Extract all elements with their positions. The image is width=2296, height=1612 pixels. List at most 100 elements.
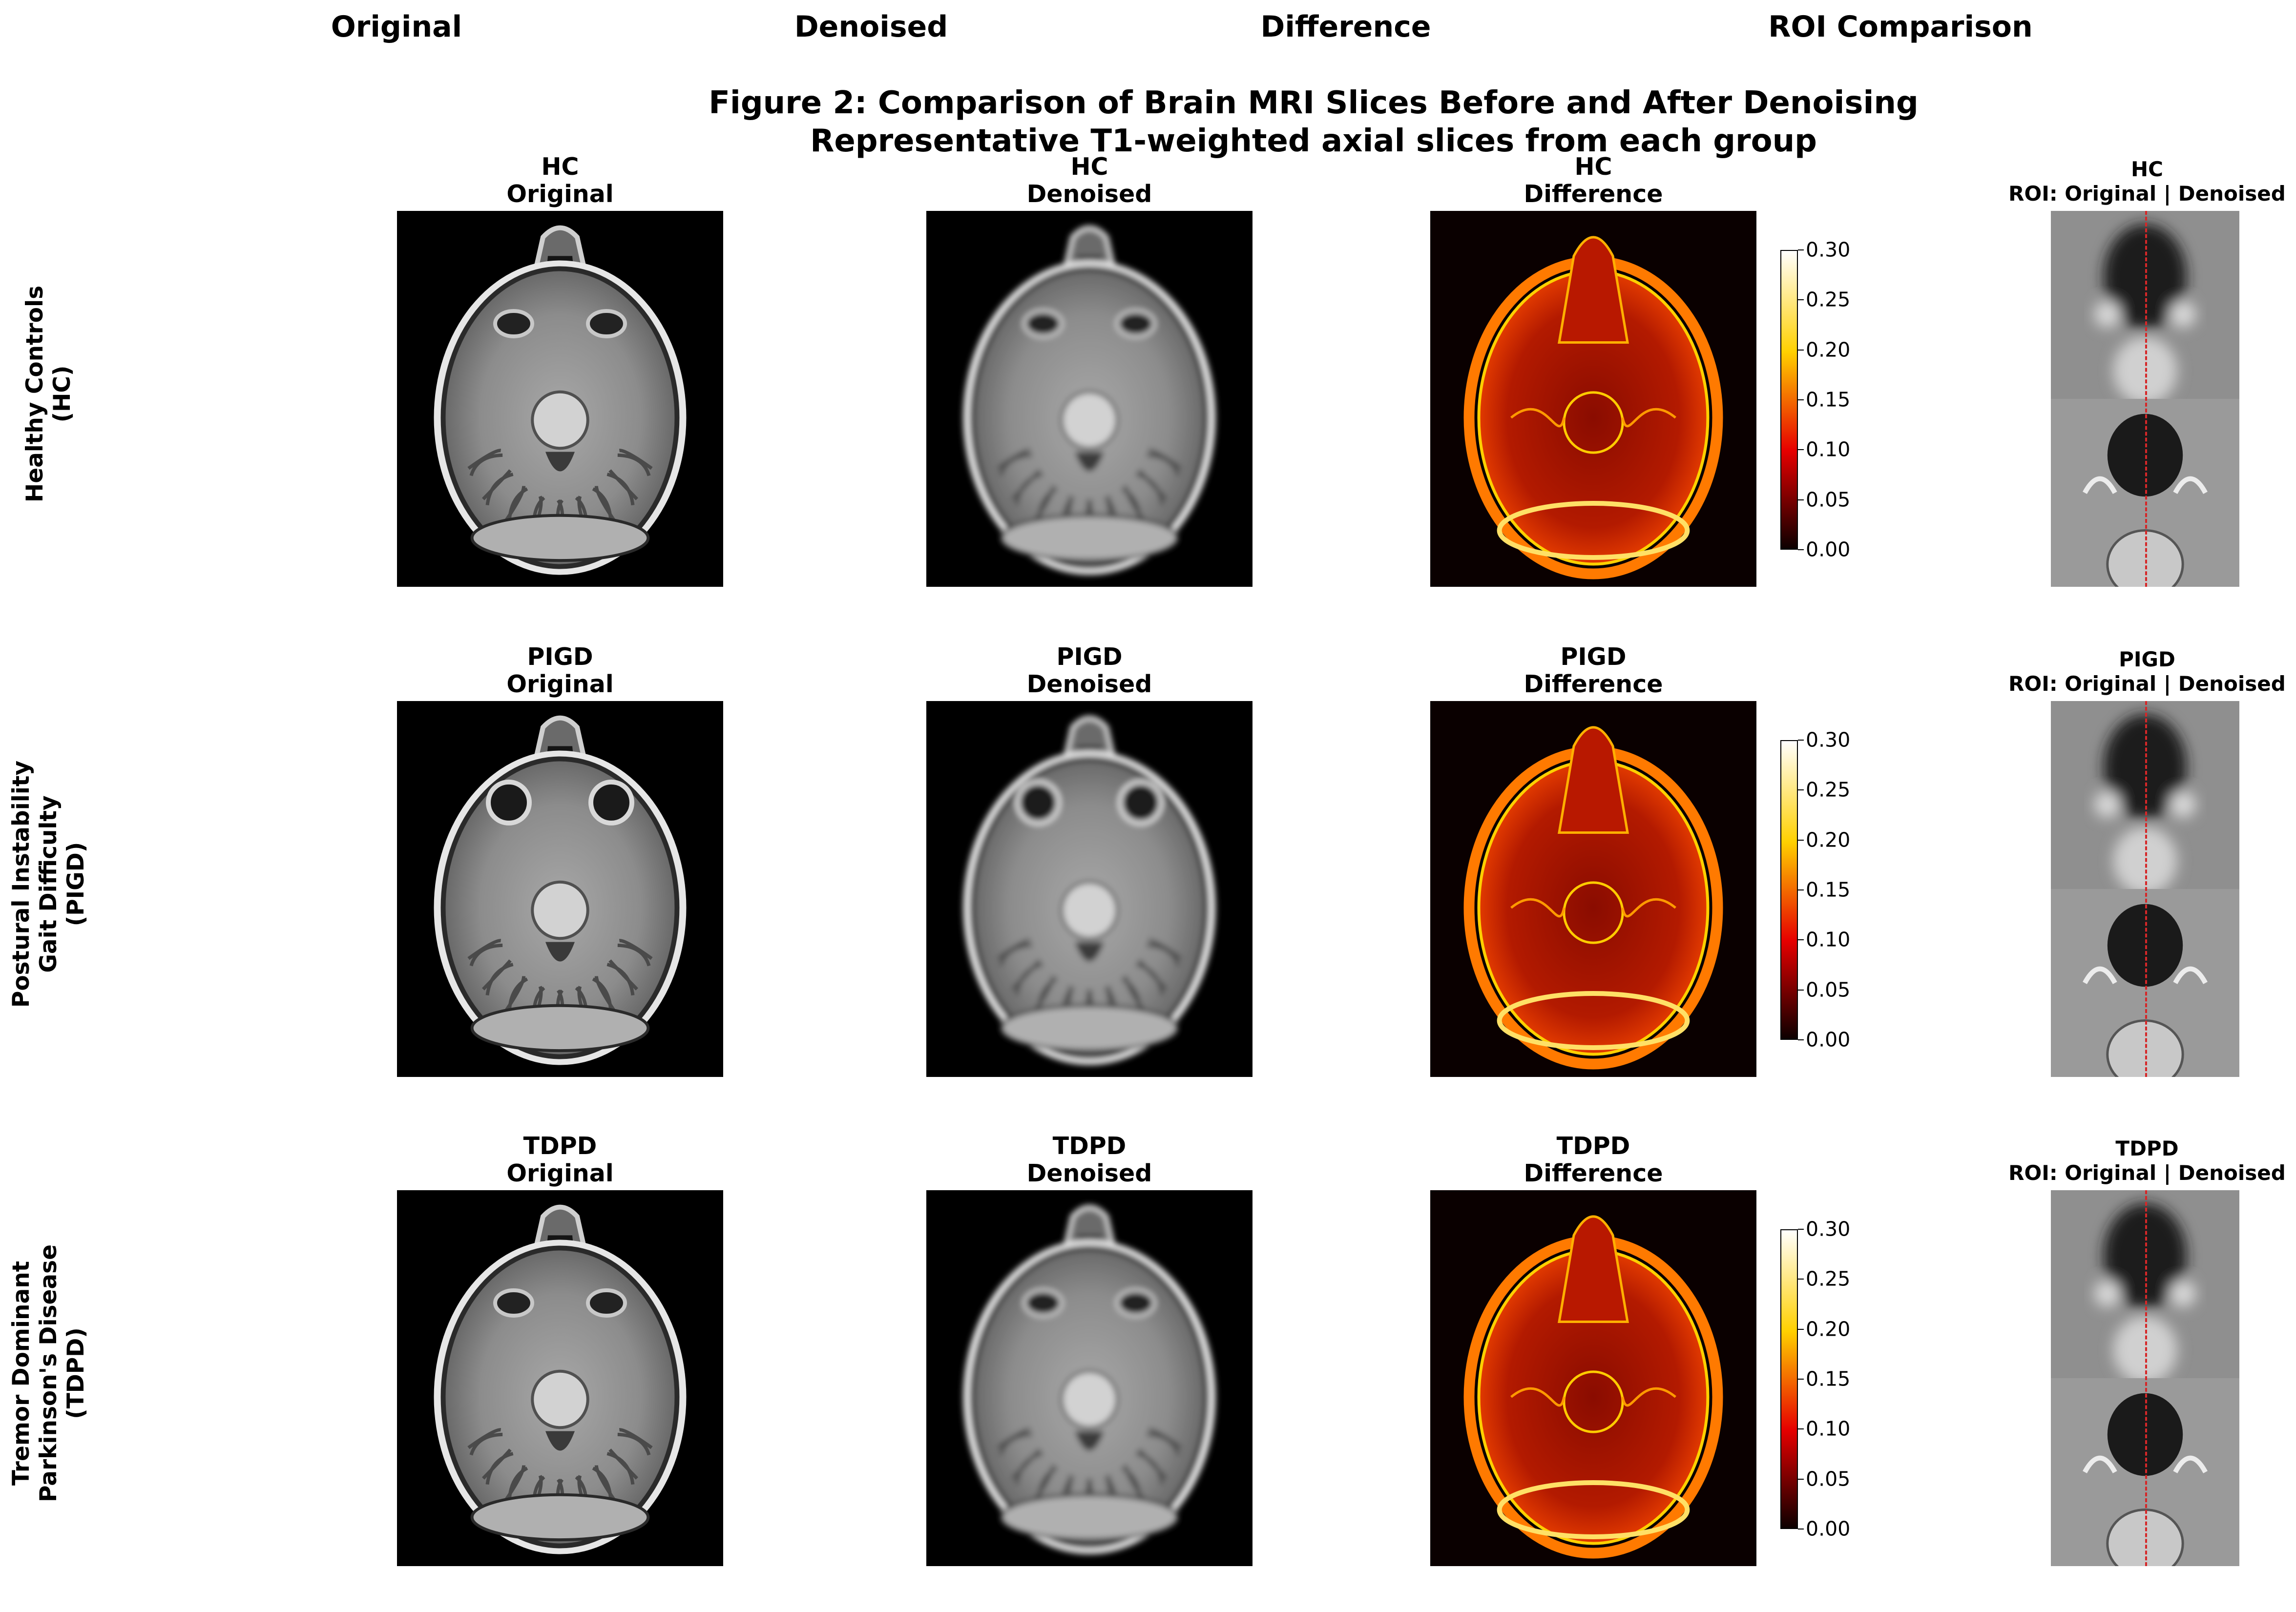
- panel-title-difference: TDPD Difference: [1524, 1133, 1663, 1187]
- roi-title-line: HC: [2131, 157, 2163, 181]
- roi-title: HC ROI: Original | Denoised: [2008, 157, 2286, 206]
- panel-title-line: Difference: [1524, 180, 1663, 208]
- panel-title-original: HC Original: [506, 153, 613, 208]
- mri-diff-image: [1430, 211, 1756, 587]
- panel-title-original: TDPD Original: [506, 1133, 613, 1187]
- colorbar-tick-label: 0.25: [1806, 1267, 1851, 1291]
- colorbar-tick: [1798, 939, 1804, 941]
- panel-title-line: PIGD: [1056, 643, 1123, 671]
- row-label-line: Tremor Dominant: [8, 1261, 35, 1486]
- roi-title-line: PIGD: [2119, 647, 2175, 671]
- colorbar-tick: [1798, 1428, 1804, 1430]
- colorbar-tick: [1798, 789, 1804, 791]
- panel-title-line: HC: [1574, 153, 1612, 181]
- colorbar-tick: [1798, 1328, 1804, 1330]
- row-label-line: Postural Instability: [8, 760, 35, 1008]
- row-label-pigd: Postural Instability Gait Difficulty (PIGD…: [8, 761, 90, 1008]
- colorbar-tick-label: 0.20: [1806, 828, 1851, 852]
- colorbar-tick: [1798, 889, 1804, 890]
- mri-denoised-image: [926, 1190, 1252, 1566]
- panel-title-line: PIGD: [1560, 643, 1627, 671]
- panel-title-line: HC: [1070, 153, 1108, 181]
- panel-title-line: PIGD: [527, 643, 593, 671]
- row-label-line: (PIGD): [63, 842, 89, 927]
- colorbar-tick-label: 0.20: [1806, 338, 1851, 362]
- roi-divider-line: [2145, 211, 2147, 587]
- colorbar-tick-label: 0.25: [1806, 778, 1851, 802]
- column-header-original: Original: [331, 10, 462, 44]
- mri-original-image: [397, 701, 723, 1077]
- colorbar-tick: [1798, 1229, 1804, 1230]
- colorbar-tick-label: 0.30: [1806, 238, 1851, 262]
- panel-title-line: Original: [506, 180, 614, 208]
- panel-title-line: Denoised: [1026, 670, 1152, 698]
- colorbar-tick: [1798, 989, 1804, 991]
- roi-title-line: ROI: Original | Denoised: [2008, 672, 2286, 696]
- mri-original-image: [397, 211, 723, 587]
- roi-title-line: TDPD: [2115, 1137, 2179, 1160]
- panel-title-line: Original: [506, 670, 614, 698]
- colorbar-tick-label: 0.30: [1806, 1217, 1851, 1241]
- row-label-line: Gait Difficulty: [35, 795, 62, 973]
- figure-title-line1: Figure 2: Comparison of Brain MRI Slices…: [709, 85, 1919, 121]
- colorbar-tick: [1798, 399, 1804, 400]
- mri-denoised-image: [926, 701, 1252, 1077]
- colorbar-tick-label: 0.10: [1806, 437, 1851, 461]
- row-label-line: Parkinson's Disease: [35, 1244, 62, 1502]
- colorbar-tick-label: 0.05: [1806, 488, 1851, 512]
- row-label-line: (HC): [49, 365, 76, 423]
- panel-title-original: PIGD Original: [506, 643, 613, 698]
- column-header-roi: ROI Comparison: [1768, 10, 2033, 44]
- colorbar-tick-label: 0.15: [1806, 1367, 1851, 1391]
- colorbar-tick: [1798, 839, 1804, 841]
- colorbar-tick-label: 0.20: [1806, 1317, 1851, 1341]
- roi-title-line: ROI: Original | Denoised: [2008, 1161, 2286, 1185]
- colorbar-tick-label: 0.05: [1806, 978, 1851, 1002]
- colorbar-tick: [1798, 1478, 1804, 1480]
- panel-title-difference: HC Difference: [1524, 153, 1663, 208]
- colorbar-tick-label: 0.10: [1806, 928, 1851, 951]
- colorbar: [1780, 740, 1798, 1040]
- panel-title-line: TDPD: [523, 1132, 597, 1160]
- panel-title-line: Difference: [1524, 670, 1663, 698]
- colorbar-tick-label: 0.30: [1806, 728, 1851, 752]
- panel-title-line: Original: [506, 1159, 614, 1187]
- colorbar-tick: [1798, 299, 1804, 301]
- panel-title-line: TDPD: [1556, 1132, 1630, 1160]
- colorbar-tick: [1798, 1039, 1804, 1040]
- column-header-difference: Difference: [1260, 10, 1431, 44]
- panel-title-line: Denoised: [1026, 1159, 1152, 1187]
- column-header-denoised: Denoised: [794, 10, 948, 44]
- colorbar-tick: [1798, 499, 1804, 500]
- panel-title-line: HC: [541, 153, 579, 181]
- roi-comparison-image: [2051, 701, 2239, 1077]
- colorbar: [1780, 250, 1798, 550]
- colorbar-tick-label: 0.25: [1806, 288, 1851, 311]
- colorbar-tick: [1798, 549, 1804, 550]
- row-label-hc: Healthy Controls (HC): [21, 286, 76, 502]
- mri-original-image: [397, 1190, 723, 1566]
- panel-title-line: TDPD: [1052, 1132, 1127, 1160]
- colorbar-tick-label: 0.00: [1806, 1517, 1851, 1541]
- roi-title: TDPD ROI: Original | Denoised: [2008, 1137, 2286, 1185]
- colorbar-tick-label: 0.00: [1806, 1028, 1851, 1052]
- panel-title-denoised: TDPD Denoised: [1027, 1133, 1152, 1187]
- figure-title-line2: Representative T1-weighted axial slices …: [810, 123, 1817, 159]
- colorbar-tick-label: 0.05: [1806, 1467, 1851, 1491]
- panel-title-line: Difference: [1524, 1159, 1663, 1187]
- colorbar-tick: [1798, 740, 1804, 741]
- mri-denoised-image: [926, 211, 1252, 587]
- mri-diff-image: [1430, 701, 1756, 1077]
- colorbar-tick: [1798, 449, 1804, 451]
- row-label-line: Healthy Controls: [21, 285, 48, 503]
- colorbar-tick-label: 0.15: [1806, 388, 1851, 412]
- row-label-line: (TDPD): [63, 1327, 89, 1419]
- colorbar-tick: [1798, 249, 1804, 250]
- colorbar: [1780, 1229, 1798, 1529]
- roi-title-line: ROI: Original | Denoised: [2008, 182, 2286, 206]
- colorbar-tick-label: 0.00: [1806, 537, 1851, 561]
- colorbar-tick-label: 0.15: [1806, 878, 1851, 902]
- colorbar-tick: [1798, 1379, 1804, 1380]
- roi-title: PIGD ROI: Original | Denoised: [2008, 647, 2286, 696]
- panel-title-difference: PIGD Difference: [1524, 643, 1663, 698]
